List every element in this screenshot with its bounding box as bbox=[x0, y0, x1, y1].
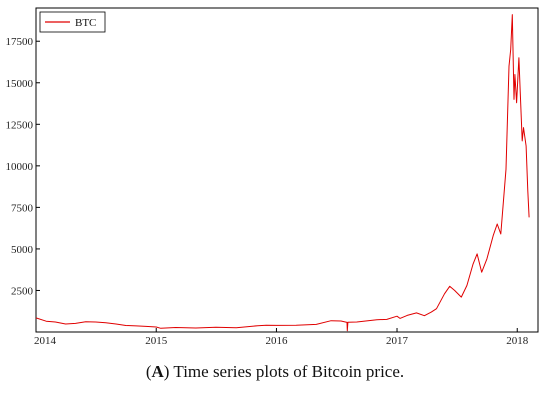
series-line-btc bbox=[35, 14, 530, 332]
x-tick-label: 2018 bbox=[506, 335, 529, 347]
y-tick-label: 2500 bbox=[11, 285, 34, 297]
x-tick-label: 2016 bbox=[265, 335, 288, 347]
x-tick-label: 2014 bbox=[34, 335, 57, 347]
y-tick-label: 15000 bbox=[6, 78, 34, 90]
plot-frame bbox=[35, 7, 539, 333]
legend-label-btc: BTC bbox=[75, 17, 96, 29]
caption-label: A bbox=[151, 362, 164, 381]
y-tick-label: 10000 bbox=[6, 161, 34, 173]
caption-text: Time series plots of Bitcoin price. bbox=[169, 362, 405, 381]
legend: BTC bbox=[39, 11, 106, 33]
x-tick-label: 2017 bbox=[386, 335, 409, 347]
y-tick-label: 5000 bbox=[11, 244, 34, 256]
figure-caption: (A) Time series plots of Bitcoin price. bbox=[145, 362, 405, 381]
y-tick-label: 12500 bbox=[6, 119, 34, 131]
legend-box bbox=[39, 11, 106, 33]
y-axis: 2500 5000 7500 10000 12500 15000 17500 bbox=[6, 36, 40, 297]
y-tick-label: 7500 bbox=[11, 202, 34, 214]
y-tick-label: 17500 bbox=[6, 36, 34, 48]
x-tick-label: 2015 bbox=[145, 335, 168, 347]
series-layer bbox=[35, 14, 530, 332]
x-axis: 2014 2015 2016 2017 2018 bbox=[34, 328, 529, 347]
